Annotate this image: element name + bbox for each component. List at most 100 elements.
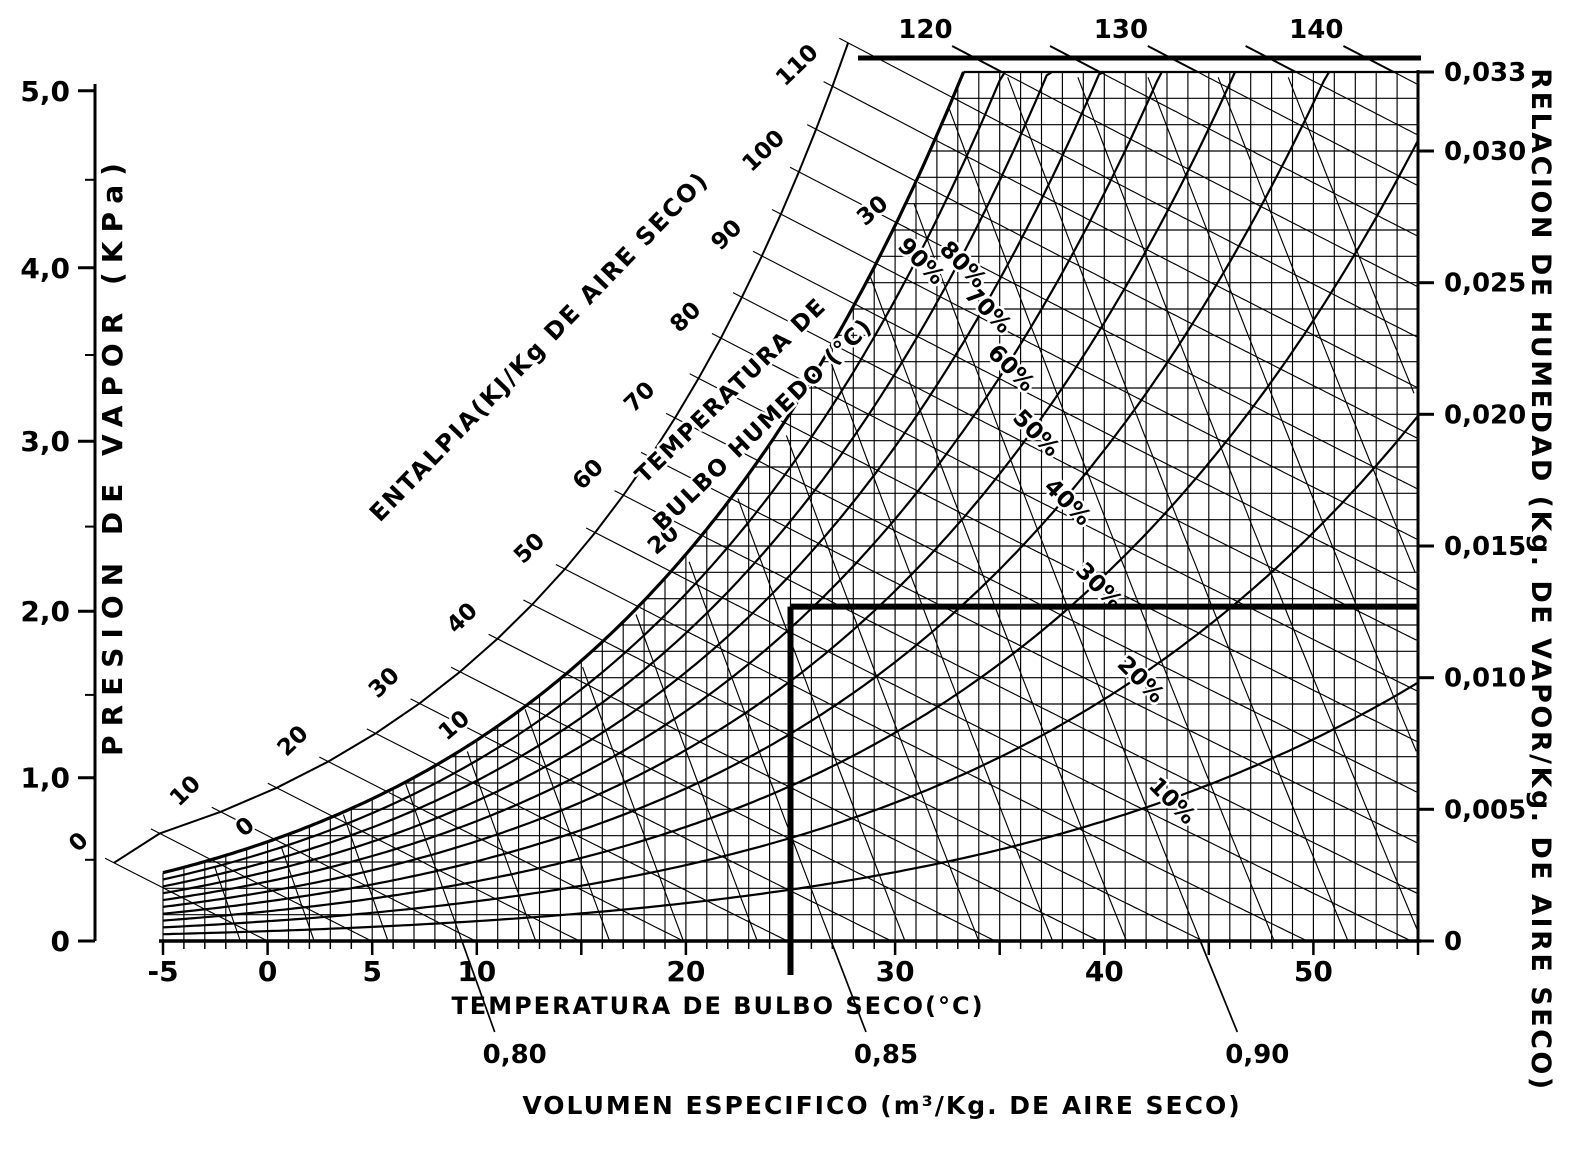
enthalpy-scale-extension — [614, 490, 702, 536]
enthalpy-scale-tick-label: 40 — [442, 598, 483, 639]
humidity-ratio-tick-label: 0,033 — [1444, 58, 1526, 88]
vapor-pressure-tick-label: 1,0 — [20, 762, 70, 795]
enthalpy-line — [1198, 71, 1419, 187]
enthalpy-scale-extension — [640, 451, 731, 499]
vapor-pressure-tick-label: 5,0 — [20, 75, 70, 108]
x-axis-tick-label: 40 — [1085, 955, 1124, 988]
enthalpy-scale-extension — [410, 698, 484, 737]
enthalpy-scale-extension — [267, 782, 334, 818]
enthalpy-scale-extension — [104, 857, 164, 889]
x-axis-tick-label: 0 — [258, 955, 277, 988]
specific-volume-line — [913, 203, 1201, 942]
specific-volume-line — [524, 709, 611, 942]
rh-curve — [162, 71, 1331, 915]
enthalpy-scale-tick-label: 70 — [619, 377, 660, 418]
enthalpy-scale-line — [113, 42, 850, 864]
enthalpy-top-tick-label: 140 — [1289, 15, 1343, 45]
enthalpy-line — [731, 498, 1419, 844]
enthalpy-scale-tick-label: 0 — [64, 827, 94, 857]
enthalpy-line — [275, 839, 476, 942]
enthalpy-scale-extension — [366, 728, 438, 766]
vapor-pressure-tick-label: 3,0 — [20, 425, 70, 458]
enthalpy-scale-extension — [488, 633, 567, 675]
enthalpy-line — [334, 816, 580, 942]
enthalpy-scale-extension — [211, 806, 275, 840]
enthalpy-scale-tick-label: 90 — [706, 215, 747, 256]
rh-curve — [162, 71, 1163, 902]
rh-curve-label: 90% — [892, 233, 949, 290]
enthalpy-scale-extension — [823, 81, 936, 141]
enthalpy-scale-tick-label: 20 — [273, 721, 314, 762]
enthalpy-line — [526, 705, 996, 942]
enthalpy-scale-extension — [319, 756, 388, 793]
enthalpy-line — [436, 764, 788, 942]
enthalpy-line — [671, 571, 1412, 942]
specific-volume-line — [280, 846, 315, 942]
specific-volume-tick-label: 0,90 — [1225, 1040, 1289, 1070]
enthalpy-scale-tick-label: 10 — [165, 771, 206, 812]
specific-volume-line — [582, 666, 684, 942]
x-axis-tick-label: 30 — [876, 955, 915, 988]
enthalpy-line — [1099, 71, 1419, 237]
specific-volume-line — [948, 108, 1275, 942]
specific-volume-line — [1007, 77, 1349, 942]
x-axis-tick-label: -5 — [147, 955, 178, 988]
enthalpy-line — [566, 673, 1100, 942]
enthalpy-scale-tick-label: 50 — [509, 528, 550, 569]
humidity-ratio-tick-label: 0,020 — [1444, 400, 1526, 430]
enthalpy-scale-tick-label: 60 — [568, 454, 609, 495]
x-axis-tick-label: 5 — [362, 955, 381, 988]
enthalpy-line — [484, 736, 892, 942]
specific-volume-line — [1147, 77, 1417, 752]
enthalpy-line — [1003, 72, 1419, 288]
specific-volume-line — [737, 498, 906, 942]
specific-volume-line — [1077, 77, 1419, 931]
humidity-ratio-tick-label: 0,005 — [1444, 795, 1526, 825]
humidity-ratio-tick-label: 0,010 — [1444, 664, 1526, 694]
enthalpy-scale-tick-label: 30 — [364, 662, 405, 703]
enthalpy-line — [876, 263, 1419, 541]
enthalpy-scale-tick-label: 80 — [665, 297, 706, 338]
specific-volume-axis-title: VOLUMEN ESPECIFICO (m³/Kg. DE AIRE SECO) — [522, 1091, 1241, 1120]
enthalpy-line — [783, 421, 1419, 743]
enthalpy-line — [1394, 72, 1419, 86]
enthalpy-line — [953, 97, 1419, 338]
specific-volume-line — [635, 614, 758, 942]
enthalpy-scale-extension — [450, 666, 527, 707]
enthalpy-top-tick-label: 120 — [898, 15, 952, 45]
enthalpy-scale-extension — [585, 527, 672, 573]
enthalpy-scale-extension — [523, 599, 604, 642]
rh-curve — [162, 71, 1237, 908]
humidity-ratio-axis-title: RELACION DE HUMEDAD (Kg. DE VAPOR/Kg. DE… — [1525, 68, 1556, 1091]
rh-curve-label: 40% — [1039, 474, 1096, 531]
enthalpy-scale-extension — [665, 412, 759, 462]
humidity-ratio-tick-label: 0 — [1444, 927, 1462, 957]
enthalpy-scale-extension — [771, 208, 877, 265]
enthalpy-line — [855, 303, 1419, 591]
saturation-curve — [162, 71, 965, 875]
x-axis-tick-label: 20 — [666, 955, 705, 988]
specific-volume-axis-extension — [1199, 940, 1239, 1033]
enthalpy-line — [758, 460, 1419, 794]
specific-volume-axis-extension — [830, 940, 867, 1033]
specific-volume-line — [214, 867, 241, 942]
enthalpy-top-tick-label: 130 — [1094, 15, 1148, 45]
enthalpy-line — [809, 383, 1419, 693]
vapor-pressure-tick-label: 2,0 — [20, 595, 70, 628]
rh-curve — [162, 71, 1053, 888]
humidity-ratio-tick-label: 0,015 — [1444, 532, 1526, 562]
enthalpy-scale-tick-label: 100 — [738, 125, 791, 177]
enthalpy-line — [639, 606, 1308, 942]
specific-volume-tick-label: 0,80 — [483, 1040, 547, 1070]
specific-volume-line — [1217, 77, 1416, 573]
enthalpy-scale-tick-label: 110 — [771, 39, 824, 91]
enthalpy-line — [604, 640, 1204, 942]
enthalpy-scale-extension — [555, 563, 639, 608]
enthalpy-scale-extension — [732, 292, 833, 345]
vapor-pressure-axis-title: PRESION DE VAPOR (KPa) — [96, 154, 129, 756]
enthalpy-line — [1296, 71, 1419, 136]
enthalpy-scale-extension — [839, 37, 954, 99]
specific-volume-tick-label: 0,85 — [854, 1040, 918, 1070]
specific-volume-axis-extension — [461, 940, 496, 1033]
specific-volume-line — [466, 751, 537, 942]
